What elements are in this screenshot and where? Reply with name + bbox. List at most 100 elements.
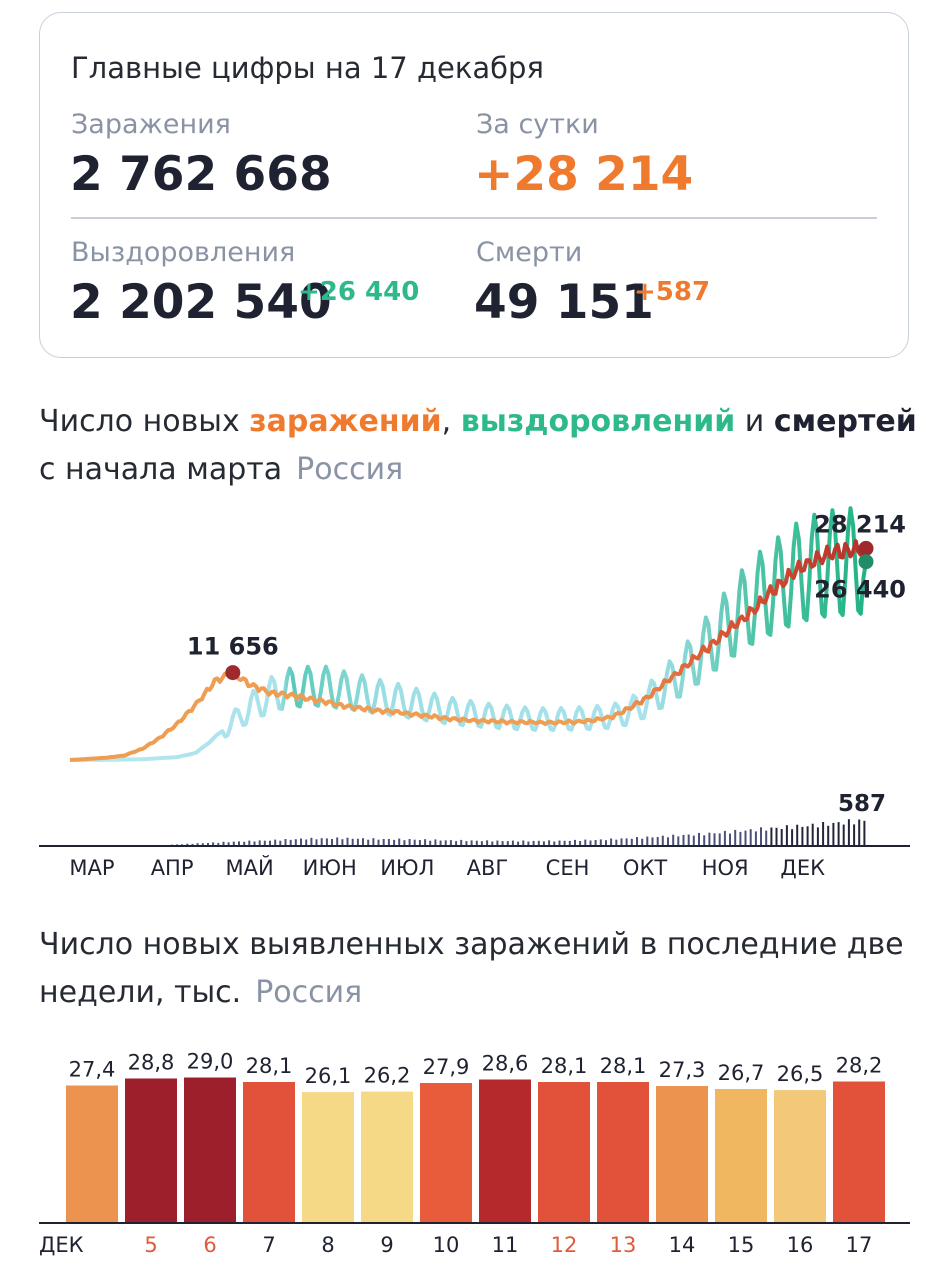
- deaths-bar: [563, 840, 566, 846]
- chart1-heading-line1: Число новых заражений, выздоровлений и с…: [39, 398, 917, 446]
- deaths-bar: [491, 841, 494, 846]
- deaths-bar: [227, 842, 230, 846]
- daily-label: За сутки: [476, 109, 599, 140]
- deaths-bar: [816, 827, 819, 846]
- bar-value-label: 29,0: [187, 1050, 234, 1074]
- deaths-bar: [475, 840, 478, 846]
- deaths-bar: [263, 840, 266, 846]
- deaths-bar: [196, 843, 199, 846]
- deaths-bar: [698, 832, 700, 846]
- deaths-bar: [558, 840, 561, 846]
- deaths-value: 49 151: [474, 275, 654, 330]
- deaths-bar: [532, 840, 535, 846]
- deaths-bar: [527, 841, 530, 846]
- deaths-bar: [677, 836, 680, 846]
- card-divider: [71, 217, 877, 219]
- chart1-region: Россия: [296, 452, 404, 487]
- deaths-bar: [574, 839, 576, 846]
- bars: 27,4 28,8 29,0 28,1 26,1 26,2 27,9 28,6 28,1 28,1…: [66, 1050, 885, 1223]
- deaths-bar: [687, 834, 690, 846]
- deaths-bar: [362, 838, 364, 846]
- deaths-bar: [300, 838, 302, 846]
- deaths-bar: [238, 841, 240, 846]
- deaths-bar: [599, 839, 602, 846]
- x-tick-label: МАЙ: [226, 855, 274, 880]
- deaths-bar: [656, 837, 659, 846]
- deaths-bar: [605, 840, 607, 846]
- deaths-bar: [470, 840, 473, 846]
- deaths-bar: [672, 834, 675, 846]
- deaths-bar: [346, 837, 349, 846]
- deaths-last-label: 587: [838, 791, 886, 817]
- bar: [597, 1082, 649, 1223]
- deaths-bar: [708, 832, 711, 846]
- chart2-heading: Число новых выявленных заражений в после…: [39, 921, 904, 1017]
- bar: [66, 1085, 118, 1223]
- deaths-bar: [827, 825, 830, 846]
- deaths-bar: [537, 840, 540, 846]
- deaths-delta: +587: [634, 277, 711, 307]
- bar-category-label: 15: [728, 1233, 755, 1257]
- deaths-bar: [811, 823, 814, 846]
- deaths-bar: [418, 840, 421, 846]
- recoveries-line: [70, 506, 868, 762]
- summary-title: Главные цифры на 17 декабря: [71, 51, 544, 85]
- deaths-bar: [630, 838, 633, 846]
- bar-category-label: 9: [380, 1233, 393, 1257]
- deaths-bar: [770, 827, 773, 846]
- bar-category-label: 12: [551, 1233, 578, 1257]
- recoveries-value: 2 202 540: [70, 275, 332, 330]
- deaths-bar: [341, 839, 344, 846]
- deaths-bar: [692, 835, 695, 846]
- deaths-bar: [325, 838, 328, 846]
- deaths-bar: [222, 841, 225, 846]
- chart1-heading-and: и: [735, 404, 774, 439]
- deaths-bar: [496, 840, 499, 846]
- deaths-bar: [765, 830, 768, 846]
- deaths-bar: [455, 841, 458, 846]
- deaths-bar: [579, 841, 582, 846]
- deaths-bar: [424, 839, 427, 846]
- deaths-bar: [584, 839, 587, 846]
- bar-value-label: 28,8: [128, 1051, 175, 1075]
- x-tick-label: ДЕК: [780, 856, 825, 880]
- bar-category-label: 7: [262, 1233, 275, 1257]
- deaths-bar: [506, 841, 509, 846]
- deaths-bar: [367, 839, 370, 846]
- deaths-bar: [486, 840, 489, 846]
- deaths-bar: [667, 837, 669, 846]
- deaths-bar: [796, 824, 799, 846]
- deaths-bar: [460, 839, 463, 846]
- chart1-heading-text: Число новых: [39, 404, 250, 439]
- deaths-bar: [320, 838, 323, 846]
- deaths-bar: [801, 826, 804, 846]
- deaths-bar: [775, 827, 778, 846]
- deaths-bar: [729, 833, 731, 846]
- infections-last-dot: [858, 540, 874, 556]
- deaths-bar: [434, 839, 437, 846]
- deaths-bar: [253, 841, 256, 846]
- line-chart: 11 656 28 214 26 440 587 МАР АПР МАЙ ИЮН ИЮЛ…: [39, 506, 910, 880]
- deaths-bar: [501, 841, 504, 846]
- deaths-bar: [511, 840, 514, 846]
- deaths-bar: [754, 831, 757, 846]
- bar: [774, 1090, 826, 1223]
- bar-category-label: 8: [321, 1233, 334, 1257]
- deaths-bar: [217, 842, 220, 846]
- deaths-bar: [863, 820, 866, 846]
- deaths-bar: [439, 840, 442, 846]
- bar-value-label: 28,2: [836, 1054, 883, 1078]
- x-tick-label: НОЯ: [702, 856, 749, 880]
- chart2-heading-line1: Число новых выявленных заражений в после…: [39, 927, 904, 962]
- infections-label: Заражения: [71, 109, 231, 140]
- deaths-bar: [594, 840, 597, 846]
- deaths-bar: [785, 825, 788, 846]
- chart2-region: Россия: [255, 975, 363, 1010]
- deaths-bar: [377, 839, 380, 846]
- deaths-bar: [723, 830, 726, 846]
- deaths-bar: [703, 835, 706, 846]
- deaths-bar: [336, 837, 339, 846]
- deaths-bar: [207, 843, 209, 846]
- deaths-bar: [610, 838, 613, 846]
- bar-category-label: 17: [846, 1233, 873, 1257]
